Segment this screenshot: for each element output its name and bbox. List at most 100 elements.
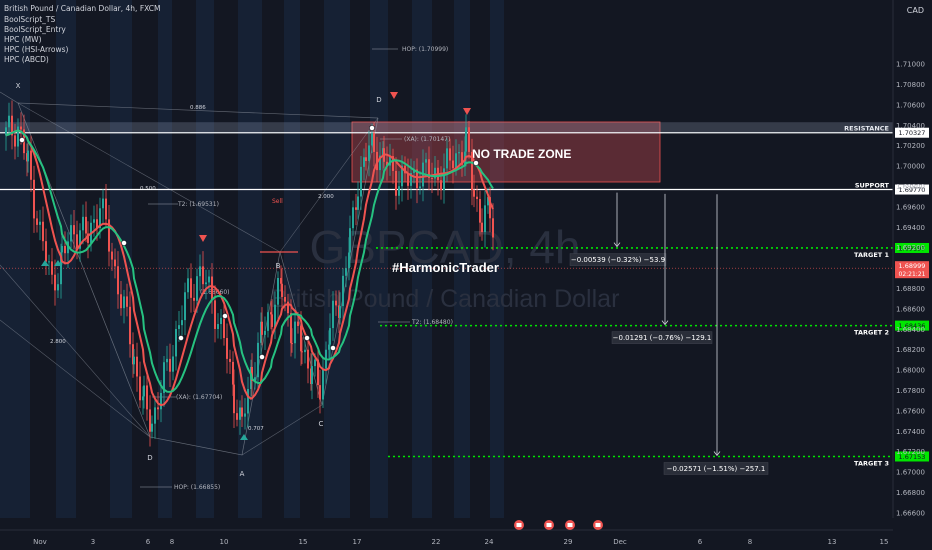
candle-body <box>211 276 213 301</box>
t2-top-text: T2: (1.69531) <box>177 201 219 208</box>
candle-body <box>274 304 276 327</box>
candle-body <box>395 170 397 196</box>
candle-body <box>251 366 253 381</box>
candle-body <box>208 276 210 283</box>
level-label: SUPPORT <box>855 182 890 190</box>
level-axis-text: 1.68436 <box>899 322 926 330</box>
candle-body <box>349 228 351 253</box>
candle-body <box>434 167 436 179</box>
measure-text: −0.01291 (−0.76%) −129.1 <box>613 334 712 342</box>
price-tick-label: 1.70200 <box>896 142 925 150</box>
candle-body <box>236 413 238 420</box>
candle-body <box>132 344 134 365</box>
event-flag-glyph <box>567 523 573 527</box>
entry-dot <box>259 354 265 360</box>
session-band <box>0 0 30 518</box>
candle-body <box>398 186 400 196</box>
candle-body <box>332 300 334 329</box>
price-tick-label: 1.67800 <box>896 387 925 395</box>
level-axis-tag <box>895 184 929 195</box>
indicator-boolscript-entry[interactable]: BoolScript_Entry <box>4 25 66 34</box>
candle-body <box>300 325 302 352</box>
event-flags <box>514 520 603 530</box>
candle-body <box>443 168 445 191</box>
session-band <box>490 0 504 518</box>
candle-body <box>492 218 494 238</box>
candle-body <box>335 300 337 306</box>
candle-body <box>328 344 330 350</box>
candle-body <box>239 407 241 420</box>
candle-body <box>60 252 62 285</box>
point-d2-label: D <box>376 96 381 104</box>
sell-tag-text: Sell <box>272 198 283 205</box>
candle-body <box>368 145 370 161</box>
candle-body <box>175 328 177 357</box>
event-flag-glyph <box>546 523 552 527</box>
candle-body <box>220 317 222 325</box>
candle-body <box>407 173 409 186</box>
candle-body <box>226 338 228 359</box>
price-tick-label: 1.67000 <box>896 469 925 477</box>
candle-body <box>254 377 256 381</box>
candle-body <box>51 261 53 275</box>
time-axis[interactable]: Nov 3 6 8 10 15 17 22 24 29 Dec 6 8 13 15 <box>0 529 893 546</box>
entry-dot <box>369 125 375 131</box>
session-band <box>412 0 432 518</box>
time-tick-label: 15 <box>299 538 308 546</box>
no-trade-zone-label: NO TRADE ZONE <box>472 147 571 161</box>
signal-markers <box>19 92 479 440</box>
candle-body <box>232 361 234 385</box>
indicator-hpc-mw[interactable]: HPC (MW) <box>4 35 42 44</box>
price-axis[interactable]: 1.71000 1.70800 1.70600 1.70400 1.70200 1.700… <box>892 0 929 518</box>
symbol-title[interactable]: British Pound / Canadian Dollar, 4h, FXC… <box>4 4 161 13</box>
price-tick-label: 1.69200 <box>896 244 925 252</box>
time-tick-label: Nov <box>33 538 47 546</box>
candle-body <box>193 297 195 301</box>
candle-body <box>30 150 32 180</box>
ratio-2800-text: 2.800 <box>50 339 66 345</box>
candle-body <box>223 317 225 339</box>
indicator-hpc-hsi-arrows[interactable]: HPC (HSI-Arrows) <box>4 45 69 54</box>
level-axis-tag <box>895 127 929 138</box>
candle-body <box>348 252 350 269</box>
no-trade-zone <box>351 121 661 183</box>
candle-body <box>479 199 481 223</box>
time-tick-label: 3 <box>91 538 95 546</box>
time-tick-label: 29 <box>564 538 573 546</box>
candle-body <box>386 161 388 166</box>
price-tick-label: 1.67600 <box>896 407 925 415</box>
ratio-886-text: 0.886 <box>190 105 206 111</box>
candle-body <box>169 358 171 372</box>
candle-body <box>446 148 448 169</box>
measure-box <box>663 462 769 475</box>
candle-body <box>154 407 156 424</box>
candle-body <box>87 233 89 243</box>
measurements: −0.00539 (−0.32%) −53.9 −0.01291 (−0.76%)… <box>569 192 769 475</box>
candle-body <box>425 159 427 163</box>
candle-body <box>139 376 141 401</box>
candle-body <box>404 165 406 174</box>
indicator-hpc-abcd[interactable]: HPC (ABCD) <box>4 55 49 64</box>
price-tick-label: 1.68400 <box>896 326 925 334</box>
entry-dot <box>19 137 25 143</box>
candle-body <box>345 268 347 276</box>
candle-body <box>307 349 309 369</box>
candle-body <box>455 153 457 169</box>
level-axis-text: 1.69197 <box>899 244 926 252</box>
price-tick-label: 1.67200 <box>896 448 925 456</box>
time-tick-label: 6 <box>698 538 703 546</box>
session-band <box>196 0 214 518</box>
indicator-boolscript-ts[interactable]: BoolScript_TS <box>4 15 56 24</box>
candle-body <box>342 275 344 307</box>
candle-body <box>42 221 44 242</box>
price-tick-label: 1.67400 <box>896 428 925 436</box>
price-tick-label: 1.68800 <box>896 285 925 293</box>
price-tick-label: 1.66600 <box>896 509 925 517</box>
level-axis-text: 1.69770 <box>899 186 926 194</box>
currency-label[interactable]: CAD <box>906 6 924 15</box>
candle-body <box>487 197 489 206</box>
candle-body <box>120 294 122 309</box>
candle-body <box>117 266 119 295</box>
time-tick-label: 22 <box>432 538 441 546</box>
